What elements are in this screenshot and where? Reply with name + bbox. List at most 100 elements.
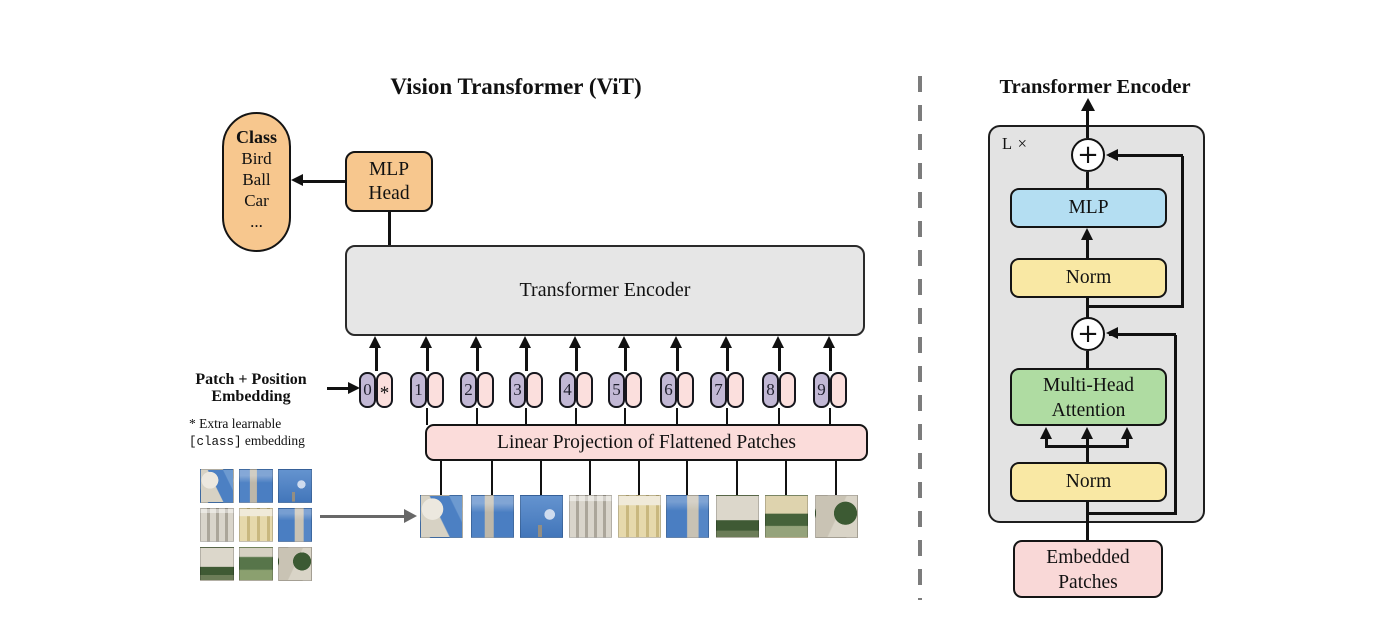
footnote-rest: embedding	[241, 432, 305, 448]
input-grid-cell-8	[239, 547, 273, 581]
residual-skip-line	[1174, 335, 1177, 515]
position-token-1: 1	[410, 372, 427, 408]
lp-patch-line	[785, 461, 787, 495]
image-patch-1	[420, 495, 463, 538]
patch-position-line1: Patch + Position	[195, 371, 307, 388]
position-token-8: 8	[762, 372, 779, 408]
embedded-line1: Embedded	[1046, 547, 1130, 568]
footnote-code: [class]	[189, 434, 242, 449]
token-lp-line	[726, 408, 728, 425]
image-patch-5	[618, 495, 661, 538]
residual-add-icon: +	[1071, 317, 1105, 351]
footnote-line2: [class] embedding	[189, 433, 359, 451]
token-lp-line	[829, 408, 831, 425]
embedded-patches-box: Embedded Patches	[1013, 540, 1163, 598]
class-output-pill: Class Bird Ball Car ...	[222, 112, 291, 252]
mha-fanin-line	[1045, 445, 1129, 448]
mlp-head-connector-line	[388, 212, 391, 245]
input-grid-cell-4	[200, 508, 234, 542]
mha-fanin-line	[1045, 434, 1048, 446]
token-lp-line	[624, 408, 626, 425]
arrowhead-up-icon	[772, 336, 784, 348]
class-token-star: *	[376, 372, 393, 408]
arrowhead-left-icon	[1106, 149, 1118, 161]
trunk-line	[1086, 234, 1089, 258]
token-lp-line	[676, 408, 678, 425]
arrowhead-left-icon	[1106, 327, 1118, 339]
lp-patch-line	[686, 461, 688, 495]
footnote-line1: * Extra learnable	[189, 416, 282, 431]
mlp-head-line1: MLP	[368, 159, 410, 180]
position-token-2: 2	[460, 372, 477, 408]
token-lp-line	[476, 408, 478, 425]
arrowhead-up-icon	[519, 336, 531, 348]
patch-token-3	[526, 372, 543, 408]
arrowhead-up-icon	[1081, 228, 1093, 240]
patch-token-8	[779, 372, 796, 408]
token-arrow-line	[726, 347, 729, 371]
input-grid-cell-2	[239, 469, 273, 503]
arrowhead-up-icon	[1121, 427, 1133, 439]
input-grid-cell-6	[278, 508, 312, 542]
token-lp-line	[575, 408, 577, 425]
lp-patch-line	[540, 461, 542, 495]
input-grid-cell-1	[200, 469, 234, 503]
token-lp-line	[525, 408, 527, 425]
mlp-block: MLP	[1010, 188, 1167, 228]
class-item: Ball	[242, 170, 271, 189]
trunk-line	[1086, 351, 1089, 369]
token-arrow-line	[676, 347, 679, 371]
input-grid-cell-3	[278, 469, 312, 503]
arrowhead-up-icon	[1081, 427, 1093, 439]
patch-token-4	[576, 372, 593, 408]
arrowhead-up-icon	[720, 336, 732, 348]
arrowhead-right-icon	[348, 382, 360, 394]
token-lp-line	[778, 408, 780, 425]
token-arrow-line	[829, 347, 832, 371]
arrowhead-up-icon	[618, 336, 630, 348]
norm-block-bottom: Norm	[1010, 462, 1167, 502]
residual-add-icon: +	[1071, 138, 1105, 172]
mha-line2: Attention	[1051, 400, 1126, 421]
arrowhead-up-icon	[369, 336, 381, 348]
arrowhead-up-icon	[420, 336, 432, 348]
token-lp-line	[426, 408, 428, 425]
arrowhead-up-icon	[670, 336, 682, 348]
position-token-3: 3	[509, 372, 526, 408]
image-patch-3	[520, 495, 563, 538]
token-arrow-line	[624, 347, 627, 371]
transformer-encoder-box: Transformer Encoder	[345, 245, 865, 336]
arrowhead-up-icon	[569, 336, 581, 348]
input-grid-cell-7	[200, 547, 234, 581]
left-panel-title: Vision Transformer (ViT)	[390, 74, 642, 99]
input-grid-cell-9	[278, 547, 312, 581]
input-grid-cell-5	[239, 508, 273, 542]
image-patch-7	[716, 495, 759, 538]
token-arrow-line	[375, 347, 378, 371]
multi-head-attention-block: Multi-Head Attention	[1010, 368, 1167, 426]
image-patch-8	[765, 495, 808, 538]
token-arrow-line	[575, 347, 578, 371]
trunk-line	[1086, 447, 1089, 462]
mlp-head-to-class-line	[301, 180, 345, 183]
patch-token-6	[677, 372, 694, 408]
patch-position-arrow-line	[327, 387, 348, 390]
position-token-9: 9	[813, 372, 830, 408]
trunk-line	[1086, 502, 1089, 541]
right-panel-title: Transformer Encoder	[999, 76, 1191, 98]
class-item: Bird	[241, 149, 272, 168]
mha-line1: Multi-Head	[1043, 375, 1134, 396]
arrowhead-up-icon	[823, 336, 835, 348]
residual-skip-line	[1088, 512, 1177, 515]
lp-patch-line	[491, 461, 493, 495]
mlp-head-line2: Head	[368, 183, 410, 204]
arrowhead-up-icon	[1040, 427, 1052, 439]
token-arrow-line	[476, 347, 479, 371]
class-item: ...	[250, 212, 263, 231]
position-token-0: 0	[359, 372, 376, 408]
residual-skip-line	[1109, 333, 1176, 336]
position-token-7: 7	[710, 372, 727, 408]
arrowhead-up-icon	[1081, 98, 1095, 111]
residual-skip-line	[1109, 154, 1183, 157]
